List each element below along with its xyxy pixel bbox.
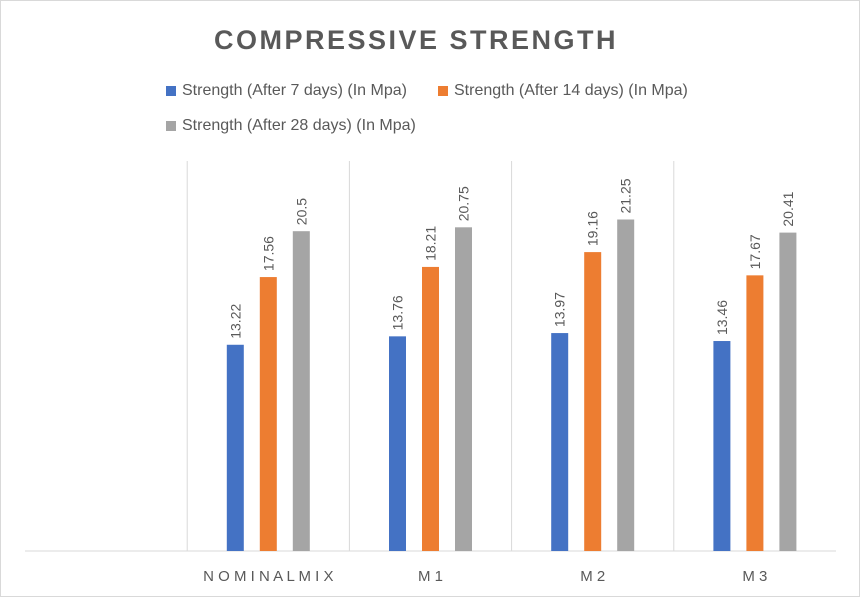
chart-title: COMPRESSIVE STRENGTH (213, 25, 619, 55)
bar (617, 219, 635, 551)
data-label: 19.16 (585, 211, 601, 246)
bar (259, 277, 277, 551)
data-label: 17.67 (747, 234, 763, 269)
legend-item-14-days: Strength (After 14 days) (In Mpa) (438, 82, 688, 100)
x-tick-label: N O M I N A L M I X (203, 568, 333, 585)
bar (584, 252, 602, 551)
legend-item-7-days: Strength (After 7 days) (In Mpa) (166, 82, 407, 100)
legend-swatch-14-days (438, 86, 448, 96)
data-label: 13.76 (390, 295, 406, 330)
data-label: 13.97 (552, 292, 568, 327)
legend-label-14-days: Strength (After 14 days) (In Mpa) (454, 82, 688, 99)
legend-item-28-days: Strength (After 28 days) (In Mpa) (166, 117, 416, 135)
x-tick-label: M 2 (580, 568, 605, 585)
legend-swatch-28-days (166, 121, 176, 131)
x-tick-label: M 3 (742, 568, 767, 585)
bar (226, 344, 244, 551)
data-label: 20.5 (293, 198, 309, 225)
data-label: 20.75 (456, 186, 472, 221)
bar (713, 341, 731, 551)
legend-label-7-days: Strength (After 7 days) (In Mpa) (182, 82, 407, 99)
bar (779, 232, 797, 551)
x-tick-label: M 1 (418, 568, 443, 585)
data-label: 20.41 (780, 191, 796, 226)
bar (389, 336, 406, 551)
bar (746, 275, 764, 551)
legend-swatch-7-days (166, 86, 176, 96)
data-label: 21.25 (618, 178, 634, 213)
data-label: 17.56 (260, 236, 276, 271)
bar (455, 227, 472, 552)
data-label: 13.46 (714, 300, 730, 335)
bar (422, 266, 439, 551)
bar (292, 231, 310, 551)
data-label: 13.22 (227, 304, 243, 339)
data-label: 18.21 (423, 226, 439, 261)
bar (551, 333, 569, 551)
legend-label-28-days: Strength (After 28 days) (In Mpa) (182, 117, 416, 134)
